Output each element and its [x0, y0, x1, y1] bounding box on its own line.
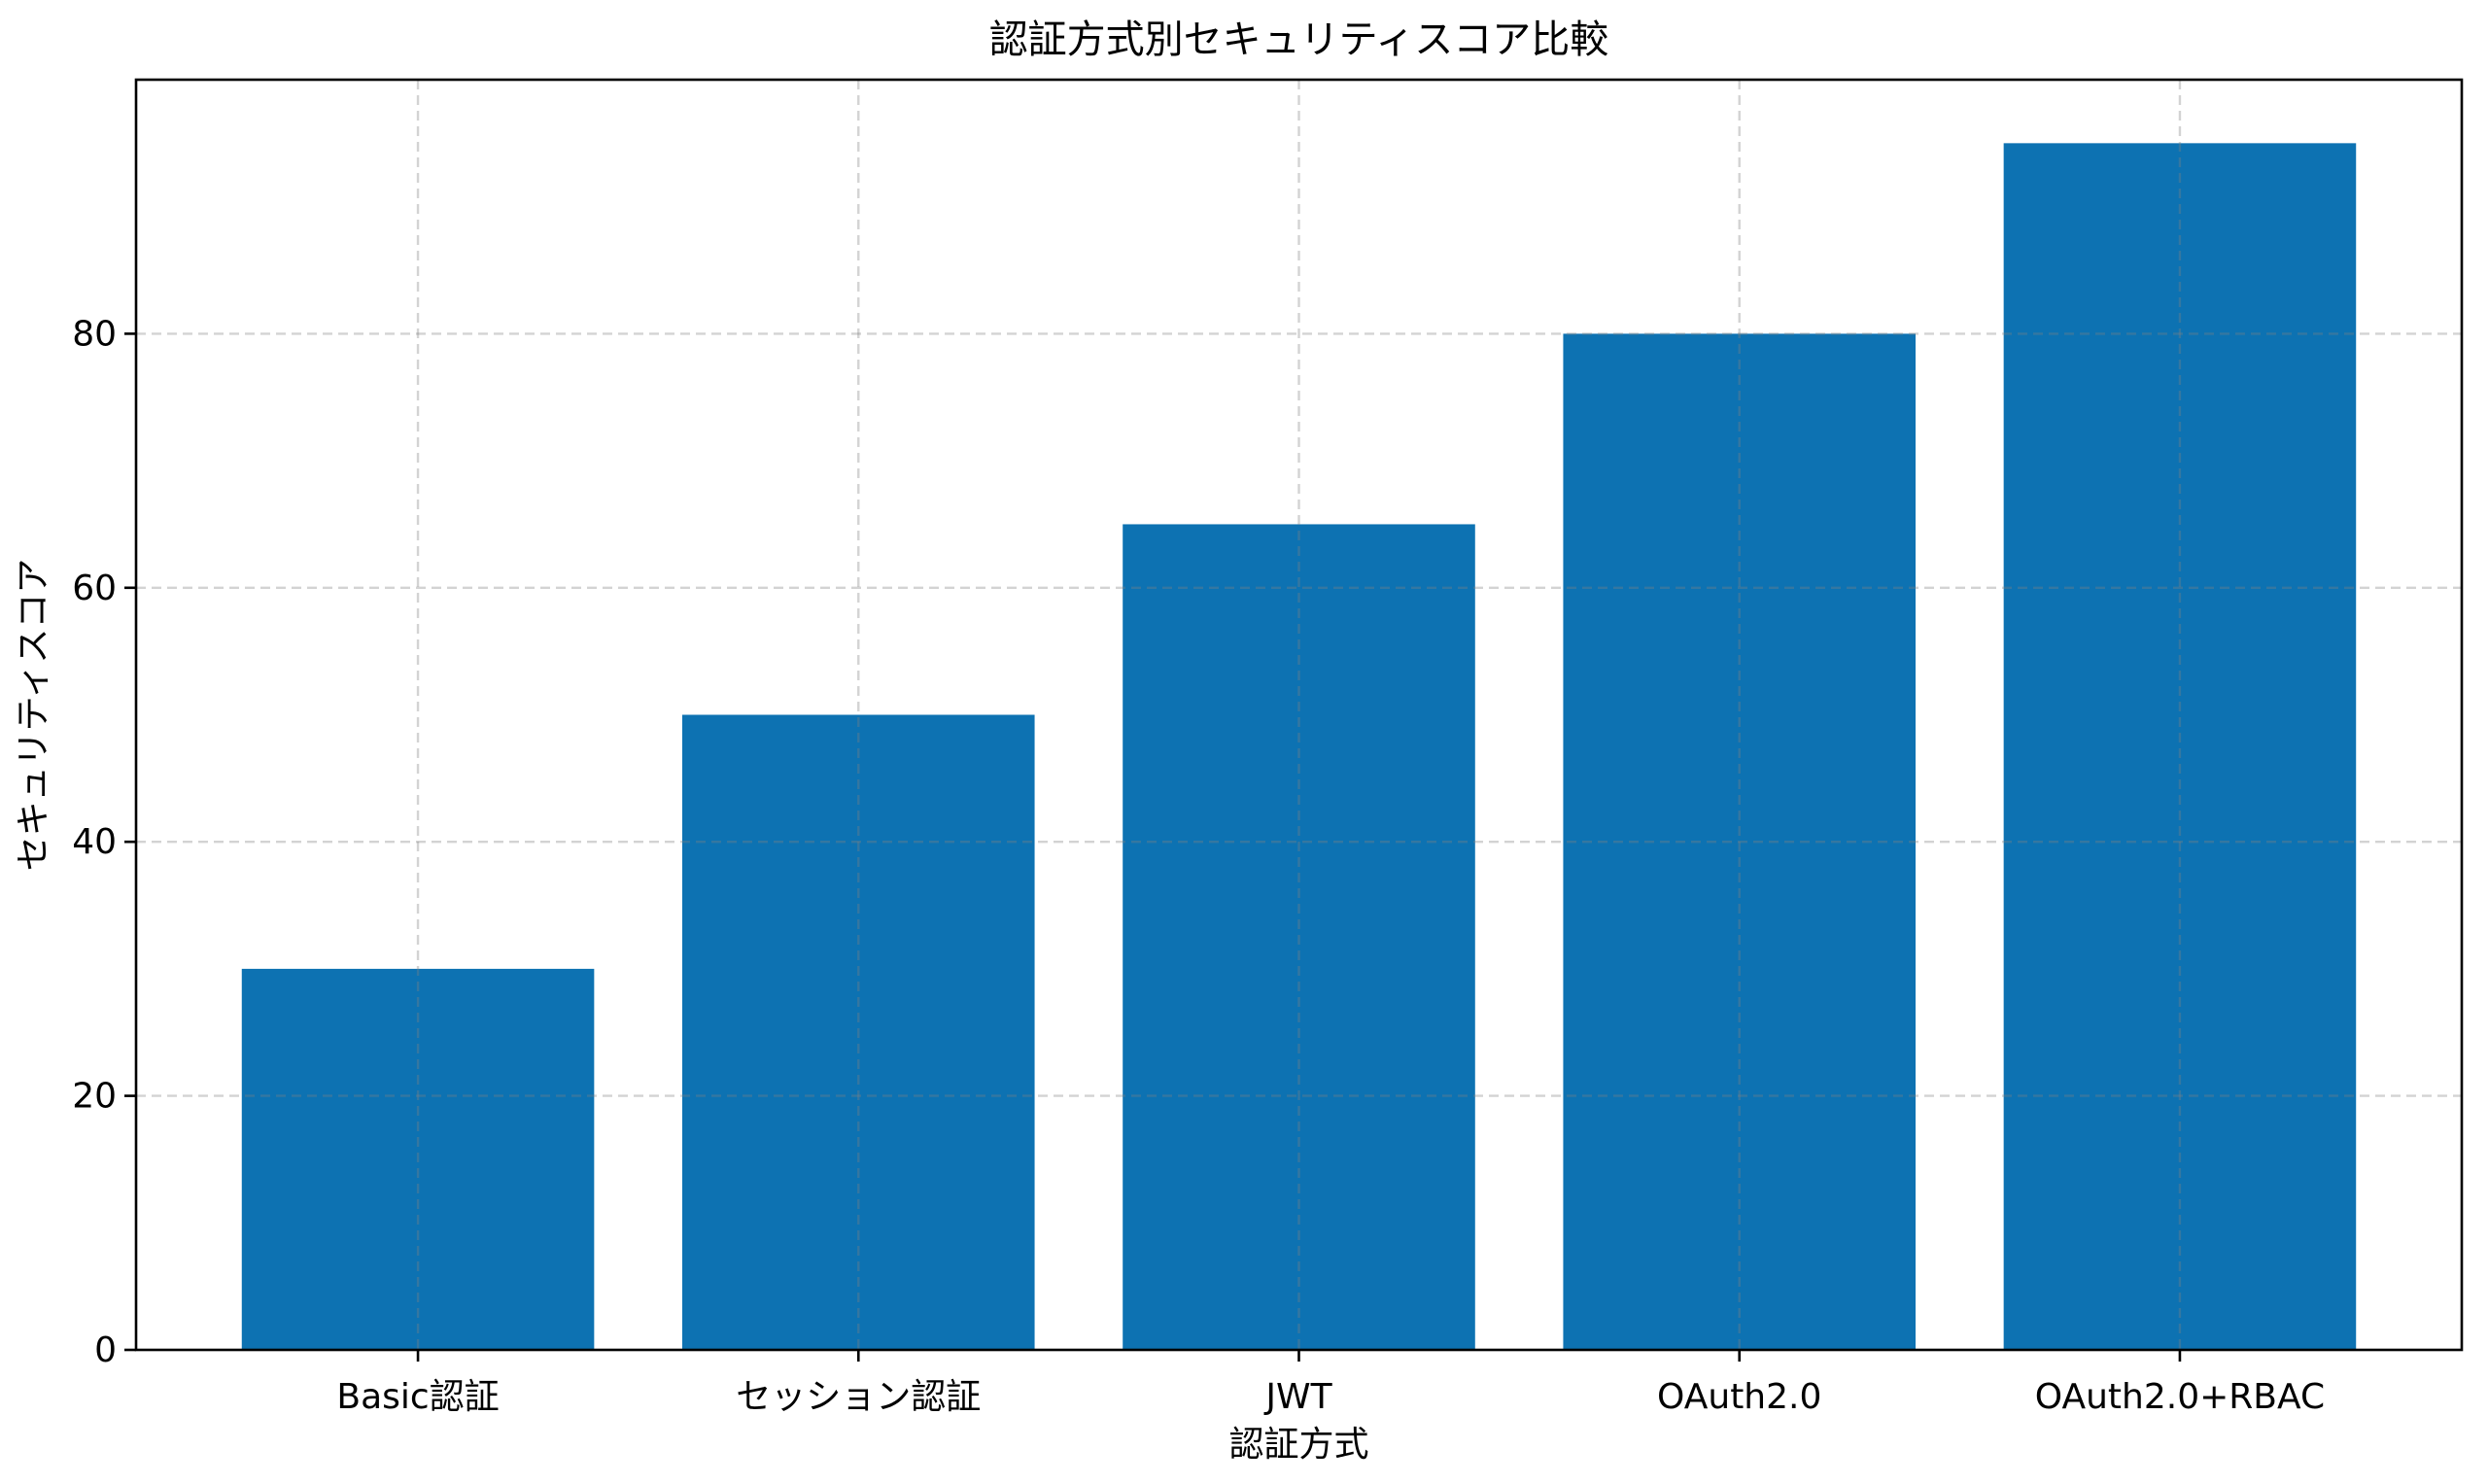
bar-Basic認証	[241, 968, 595, 1350]
bars-layer	[241, 143, 2357, 1351]
x-tick-label-OAuth2.0: OAuth2.0	[1657, 1377, 1821, 1417]
y-tick-label-20: 20	[72, 1077, 117, 1117]
x-tick-label-OAuth2.0+RBAC: OAuth2.0+RBAC	[2035, 1377, 2325, 1417]
x-tick-label-セッション認証: セッション認証	[736, 1377, 981, 1417]
x-tick-label-Basic認証: Basic認証	[336, 1377, 499, 1417]
bar-JWT	[1123, 524, 1475, 1350]
y-tick-label-0: 0	[94, 1330, 117, 1370]
bar-OAuth2.0	[1563, 333, 1917, 1350]
y-tick-label-80: 80	[72, 314, 117, 354]
y-tick-label-40: 40	[72, 822, 117, 862]
y-axis-label: セキュリティスコア	[14, 559, 53, 872]
y-tick-label-60: 60	[72, 569, 117, 608]
bar-OAuth2.0+RBAC	[2003, 143, 2357, 1351]
chart-title: 認証方式別セキュリティスコア比較	[989, 17, 1609, 62]
grid-layer	[136, 80, 2462, 1350]
bar-セッション認証	[681, 714, 1035, 1350]
x-tick-label-JWT: JWT	[1263, 1377, 1332, 1417]
x-axis-label: 認証方式	[1228, 1425, 1368, 1465]
ticks-layer: 0 20 40 60 80 Basic認証 セッション認証 JWT OAuth2.0 OAuth2…	[72, 314, 2325, 1417]
